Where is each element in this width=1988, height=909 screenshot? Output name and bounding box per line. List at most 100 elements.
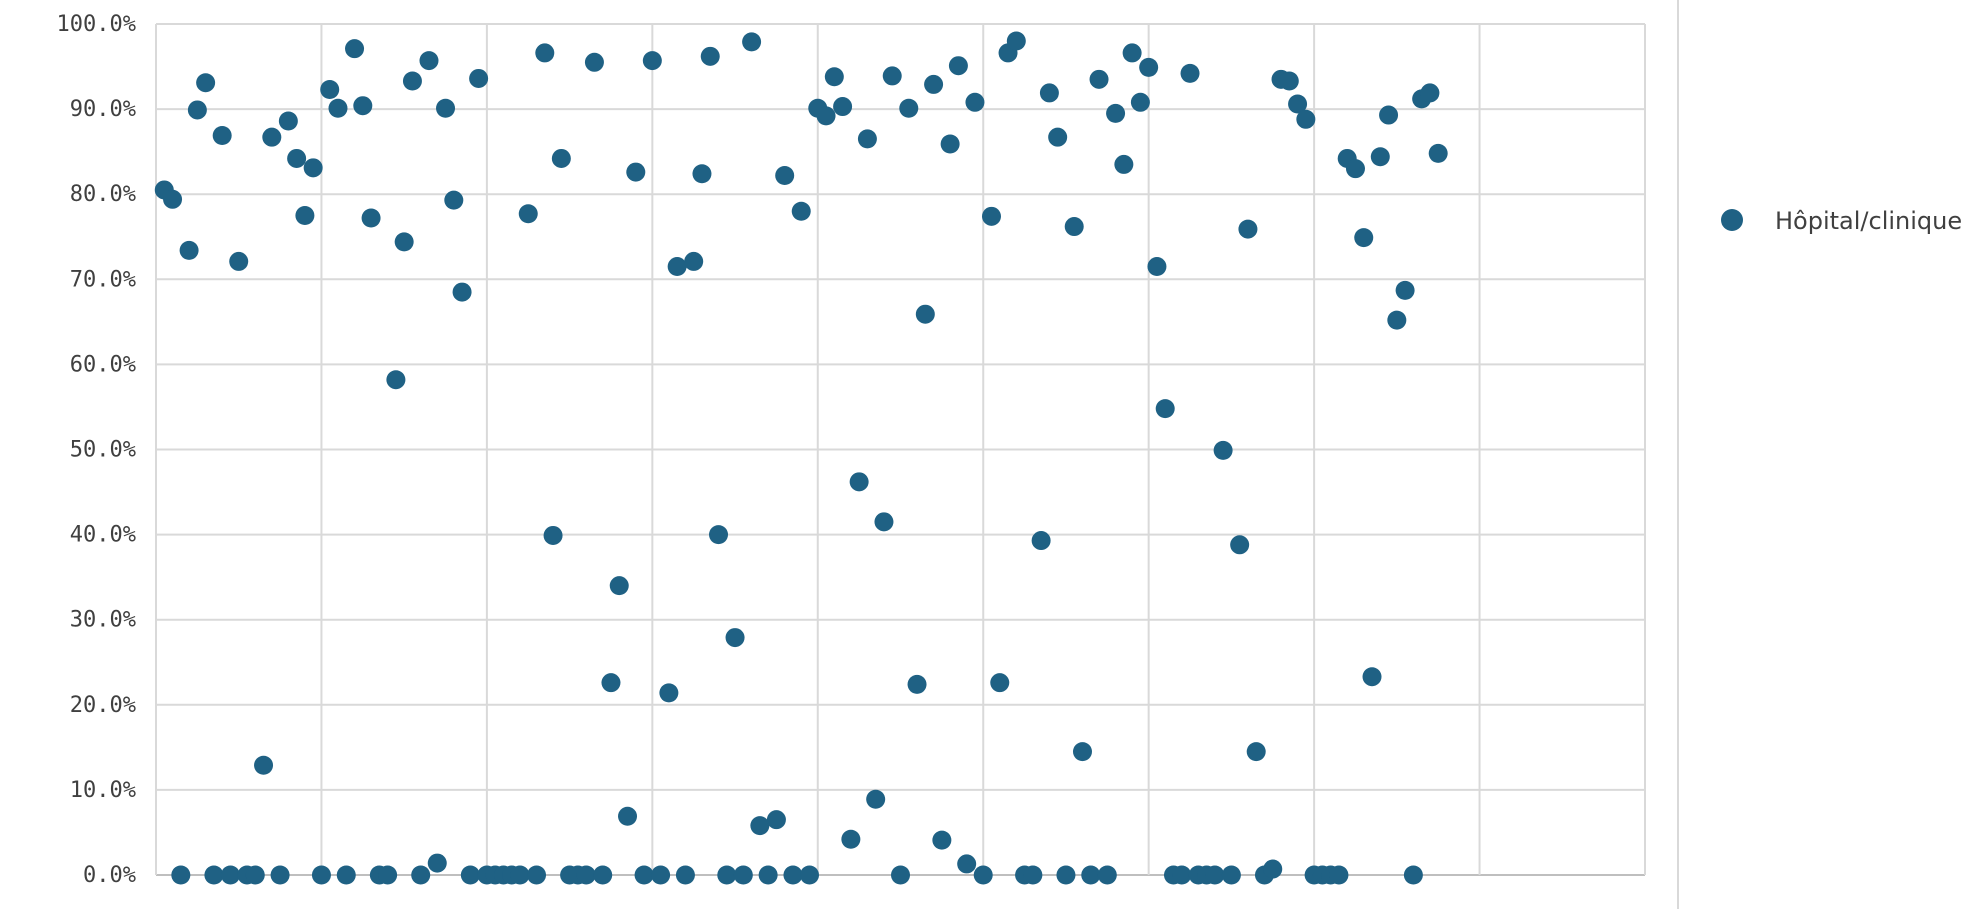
data-point xyxy=(1056,865,1076,885)
data-point xyxy=(551,148,571,168)
data-point xyxy=(609,576,629,596)
data-point xyxy=(436,98,456,118)
data-point xyxy=(1370,147,1390,167)
data-point xyxy=(535,43,555,63)
data-point xyxy=(800,865,820,885)
y-tick-label: 90.0% xyxy=(70,97,136,122)
data-point xyxy=(419,51,439,71)
data-point xyxy=(1354,228,1374,248)
data-point xyxy=(1147,257,1167,277)
data-point xyxy=(460,865,480,885)
data-point xyxy=(667,257,687,277)
legend-marker xyxy=(1721,209,1743,231)
data-point xyxy=(353,96,373,116)
y-tick-label: 50.0% xyxy=(70,438,136,463)
data-point xyxy=(973,865,993,885)
y-tick-label: 10.0% xyxy=(70,778,136,803)
data-point xyxy=(220,865,240,885)
data-point xyxy=(717,865,737,885)
data-point xyxy=(675,865,695,885)
data-point xyxy=(427,853,447,873)
data-point xyxy=(1106,103,1126,123)
data-point xyxy=(626,162,646,182)
data-point xyxy=(1089,69,1109,89)
data-point xyxy=(915,304,935,324)
data-point xyxy=(651,865,671,885)
data-point xyxy=(510,865,530,885)
data-point xyxy=(849,472,869,492)
data-point xyxy=(212,125,232,145)
data-point xyxy=(1031,531,1051,551)
data-point xyxy=(584,52,604,72)
data-point xyxy=(187,100,207,120)
data-point xyxy=(518,204,538,224)
data-point xyxy=(1329,865,1349,885)
data-point xyxy=(336,865,356,885)
data-point xyxy=(394,232,414,252)
grid xyxy=(155,23,1646,876)
y-tick-label: 20.0% xyxy=(70,693,136,718)
data-point xyxy=(824,67,844,87)
data-point xyxy=(907,674,927,694)
data-point xyxy=(1428,143,1448,163)
data-point xyxy=(692,164,712,184)
data-point xyxy=(601,673,621,693)
data-point xyxy=(1039,83,1059,103)
data-point xyxy=(957,854,977,874)
data-point xyxy=(1130,92,1150,112)
data-point xyxy=(791,201,811,221)
data-point xyxy=(386,370,406,390)
data-point xyxy=(1279,71,1299,91)
data-point xyxy=(758,865,778,885)
data-point xyxy=(899,98,919,118)
data-point xyxy=(270,865,290,885)
data-point xyxy=(320,80,340,100)
data-point xyxy=(709,525,729,545)
data-point xyxy=(733,865,753,885)
data-point xyxy=(576,865,596,885)
data-point xyxy=(245,865,265,885)
data-point xyxy=(659,683,679,703)
data-point xyxy=(816,106,836,126)
data-point xyxy=(311,865,331,885)
data-points xyxy=(154,31,1448,885)
data-point xyxy=(1296,109,1316,129)
data-point xyxy=(196,73,216,93)
y-tick-label: 40.0% xyxy=(70,523,136,548)
data-point xyxy=(1379,105,1399,125)
data-point xyxy=(1006,31,1026,51)
data-point xyxy=(725,628,745,648)
y-tick-label: 30.0% xyxy=(70,608,136,633)
data-point xyxy=(1081,865,1101,885)
data-point xyxy=(1205,865,1225,885)
data-point xyxy=(775,165,795,185)
data-point xyxy=(1387,310,1407,330)
data-point xyxy=(1114,154,1134,174)
data-point xyxy=(642,51,662,71)
data-point xyxy=(171,865,191,885)
data-point xyxy=(1064,217,1084,237)
data-point xyxy=(1362,667,1382,687)
data-point xyxy=(766,810,786,830)
legend: Hôpital/clinique xyxy=(1721,207,1962,235)
data-point xyxy=(229,251,249,271)
data-point xyxy=(1403,865,1423,885)
data-point xyxy=(328,98,348,118)
data-point xyxy=(179,240,199,260)
data-point xyxy=(1172,865,1192,885)
data-point xyxy=(981,206,1001,226)
data-point xyxy=(874,512,894,532)
data-point xyxy=(204,865,224,885)
data-point xyxy=(841,829,861,849)
data-point xyxy=(287,148,307,168)
data-point xyxy=(1263,859,1283,879)
data-point xyxy=(618,806,638,826)
data-point xyxy=(948,56,968,76)
data-point xyxy=(1420,83,1440,103)
data-point xyxy=(1122,43,1142,63)
data-point xyxy=(402,71,422,91)
data-point xyxy=(833,97,853,117)
data-point xyxy=(1155,399,1175,419)
